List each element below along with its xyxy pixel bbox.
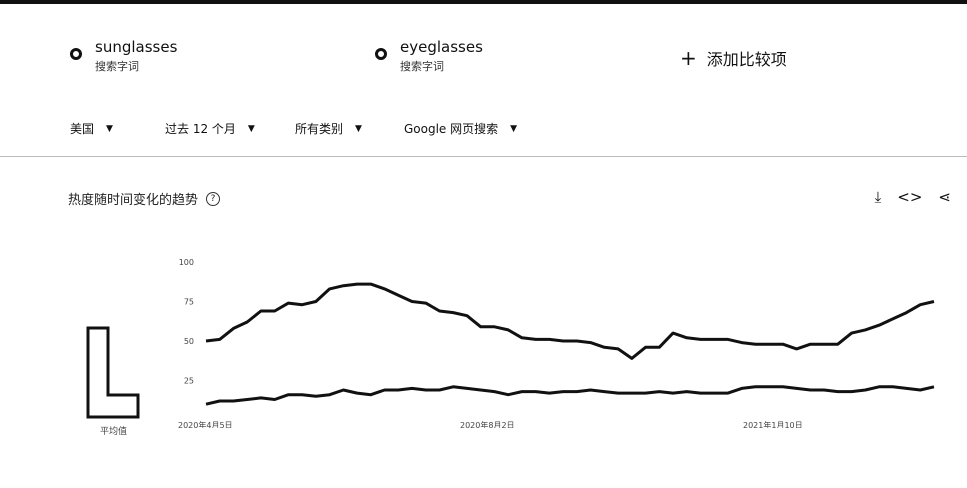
section-title-text: 热度随时间变化的趋势: [68, 193, 199, 208]
y-axis: 100 75 50 25: [179, 258, 194, 386]
y-tick-label: 75: [184, 298, 194, 307]
x-tick-label: 2020年8月2日: [460, 420, 515, 428]
average-bar-chart: [86, 326, 140, 419]
series-marker-icon: [70, 48, 82, 60]
chart-actions: ⤓ <> ⋖: [875, 188, 951, 206]
chevron-down-icon: ▼: [247, 123, 255, 134]
x-axis: 2020年4月5日 2020年8月2日 2021年1月10日: [178, 420, 803, 428]
share-icon[interactable]: ⋖: [938, 188, 951, 206]
term-type: 搜索字词: [95, 60, 139, 73]
time-range-filter-label: 过去 12 个月: [165, 122, 236, 136]
term-name: eyeglasses: [400, 38, 483, 56]
y-tick-label: 50: [184, 337, 194, 346]
search-type-filter[interactable]: Google 网页搜索 ▼: [404, 120, 517, 137]
term-name: sunglasses: [95, 38, 178, 56]
help-icon[interactable]: ?: [206, 191, 221, 206]
filter-divider: [0, 156, 967, 157]
average-bar-sunglasses: [86, 326, 140, 419]
region-filter[interactable]: 美国 ▼: [70, 120, 113, 137]
y-tick-label: 25: [184, 377, 194, 386]
series-line-sunglasses: [205, 282, 935, 360]
term-type: 搜索字词: [400, 60, 444, 73]
x-tick-label: 2021年1月10日: [743, 420, 803, 428]
section-title: 热度随时间变化的趋势 ?: [68, 189, 221, 208]
time-range-filter[interactable]: 过去 12 个月 ▼: [165, 120, 255, 137]
plus-icon: +: [680, 46, 697, 70]
chevron-down-icon: ▼: [106, 123, 113, 134]
region-filter-label: 美国: [70, 122, 95, 136]
filter-bar: 美国 ▼ 过去 12 个月 ▼ 所有类别 ▼ Google 网页搜索 ▼: [0, 120, 967, 144]
series-lines: [205, 282, 935, 406]
add-comparison-label: 添加比较项: [706, 50, 787, 69]
x-tick-label: 2020年4月5日: [178, 420, 233, 428]
series-marker-icon: [375, 48, 387, 60]
download-icon[interactable]: ⤓: [874, 188, 882, 206]
series-line-eyeglasses: [205, 385, 935, 406]
average-label: 平均值: [100, 427, 128, 437]
trend-chart: 100 75 50 25 2020年4月5日 2020年8月2日 2021年1月10日: [178, 258, 935, 428]
chevron-down-icon: ▼: [510, 123, 518, 134]
embed-code-icon[interactable]: <>: [897, 188, 923, 206]
add-comparison-button[interactable]: + 添加比较项: [680, 46, 787, 70]
top-bar: [0, 0, 967, 4]
category-filter[interactable]: 所有类别 ▼: [295, 120, 362, 137]
y-tick-label: 100: [179, 258, 194, 267]
search-type-filter-label: Google 网页搜索: [404, 122, 499, 136]
chevron-down-icon: ▼: [355, 123, 362, 134]
category-filter-label: 所有类别: [295, 122, 344, 136]
